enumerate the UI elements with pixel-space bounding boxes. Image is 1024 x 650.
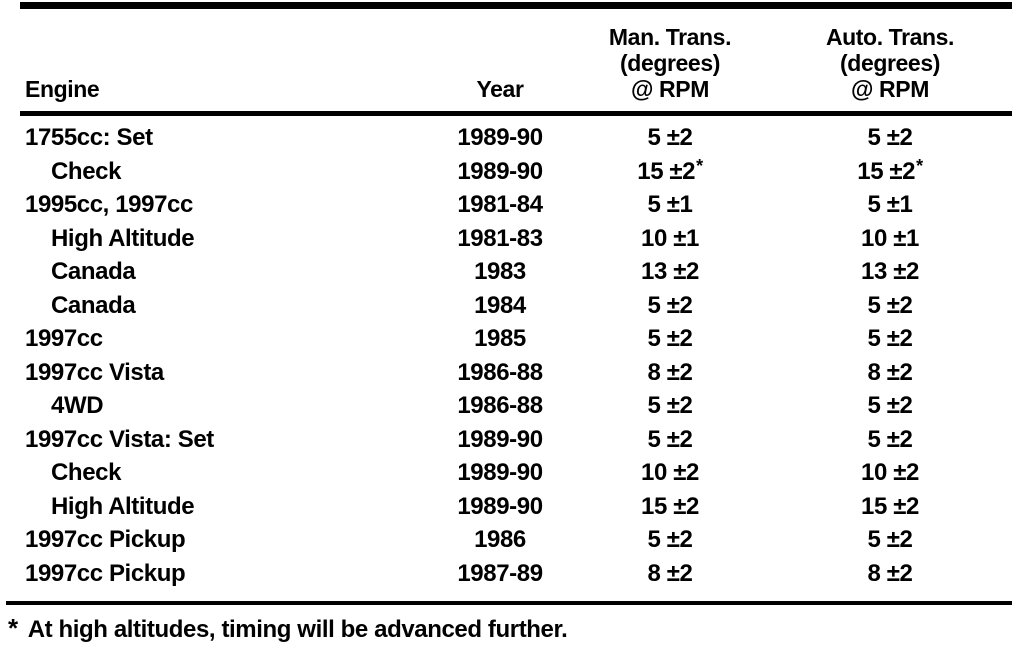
auto-trans-cell: 5 ±2: [867, 526, 913, 553]
year-cell: 1989-90: [457, 492, 543, 520]
col-header-auto-trans-line3: @ RPM: [851, 76, 929, 102]
footnote-asterisk: *: [8, 613, 18, 643]
man-trans-cell: 10 ±2: [641, 459, 699, 486]
footnote: * At high altitudes, timing will be advan…: [8, 612, 1008, 646]
engine-cell: 1997cc Pickup: [25, 526, 186, 553]
auto-trans-cell: 5 ±2: [867, 392, 913, 419]
man-trans-cell: 5 ±2: [647, 291, 693, 319]
man-trans-cell: 8 ±2: [647, 559, 693, 587]
table-row: 1997cc Vista: Set 1989-90 5 ±2 5 ±2: [20, 423, 1010, 457]
engine-cell: Canada: [51, 258, 136, 285]
man-trans-cell: 13 ±2: [641, 258, 699, 285]
auto-trans-cell: 5 ±2: [867, 291, 913, 319]
col-header-engine: Engine: [25, 76, 100, 102]
table-row: Check 1989-90 10 ±2 10 ±2: [20, 456, 1010, 490]
man-trans-cell: 15 ±2*: [637, 156, 703, 185]
footnote-text: At high altitudes, timing will be advanc…: [27, 616, 568, 643]
man-trans-cell: 5 ±2: [647, 392, 693, 419]
auto-trans-cell: 10 ±2: [861, 459, 919, 486]
auto-trans-cell: 15 ±2*: [857, 156, 923, 185]
engine-cell: High Altitude: [51, 492, 195, 520]
footnote-reference-asterisk: *: [696, 156, 703, 177]
year-cell: 1986-88: [457, 358, 543, 386]
auto-trans-cell: 13 ±2: [861, 258, 919, 285]
table-row: 1997cc Pickup 1986 5 ±2 5 ±2: [20, 523, 1010, 557]
col-header-man-trans-line3: @ RPM: [631, 76, 709, 102]
table-body: 1755cc: Set 1989-90 5 ±2 5 ±2 Check 1989…: [20, 121, 1010, 590]
footnote-reference-asterisk: *: [916, 156, 923, 177]
year-cell: 1989-90: [457, 157, 543, 185]
table-row: 1997cc Vista 1986-88 8 ±2 8 ±2: [20, 356, 1010, 390]
man-trans-cell: 5 ±2: [647, 526, 693, 553]
table-row: 1755cc: Set 1989-90 5 ±2 5 ±2: [20, 121, 1010, 155]
engine-cell: Check: [51, 157, 122, 185]
year-cell: 1981-84: [457, 191, 543, 218]
auto-trans-cell: 5 ±2: [867, 425, 913, 453]
man-trans-cell: 8 ±2: [647, 358, 693, 386]
engine-cell: 1997cc: [25, 325, 103, 352]
auto-trans-cell: 5 ±2: [867, 124, 913, 151]
year-cell: 1986: [474, 526, 526, 553]
col-header-auto-trans: Auto. Trans. (degrees) @ RPM: [770, 24, 1010, 106]
table-row: 4WD 1986-88 5 ±2 5 ±2: [20, 389, 1010, 423]
table-row: High Altitude 1981-83 10 ±1 10 ±1: [20, 222, 1010, 256]
col-header-auto-trans-line1: Auto. Trans.: [825, 24, 955, 50]
auto-trans-cell: 5 ±2: [867, 325, 913, 352]
engine-cell: 1997cc Pickup: [25, 559, 186, 587]
table-row: Canada 1984 5 ±2 5 ±2: [20, 289, 1010, 323]
table-header-row: Engine Year Man. Trans. (degrees) @ RPM …: [20, 16, 1010, 106]
top-rule: [20, 2, 1012, 9]
year-cell: 1985: [474, 325, 526, 352]
table-row: High Altitude 1989-90 15 ±2 15 ±2: [20, 490, 1010, 524]
table-row: Check 1989-90 15 ±2* 15 ±2*: [20, 155, 1010, 189]
col-header-man-trans-line2: (degrees): [620, 50, 720, 76]
col-header-man-trans-line1: Man. Trans.: [608, 24, 732, 50]
engine-cell: Check: [51, 459, 122, 486]
man-trans-cell: 10 ±1: [641, 224, 699, 252]
engine-cell: 4WD: [51, 392, 104, 419]
engine-cell: 1997cc Vista: [25, 358, 164, 386]
year-cell: 1984: [474, 291, 526, 319]
year-cell: 1987-89: [457, 559, 543, 587]
engine-cell: High Altitude: [51, 224, 195, 252]
auto-trans-cell: 8 ±2: [867, 358, 913, 386]
col-header-man-trans: Man. Trans. (degrees) @ RPM: [570, 24, 770, 106]
engine-cell: 1755cc: Set: [25, 124, 153, 151]
auto-trans-cell: 5 ±1: [867, 191, 913, 218]
man-trans-cell: 5 ±2: [647, 425, 693, 453]
year-cell: 1989-90: [457, 459, 543, 486]
auto-trans-cell: 15 ±2: [861, 492, 919, 520]
man-trans-cell: 5 ±1: [647, 191, 693, 218]
bottom-rule: [6, 601, 1012, 605]
year-cell: 1981-83: [457, 224, 543, 252]
year-cell: 1989-90: [457, 425, 543, 453]
year-cell: 1989-90: [457, 124, 543, 151]
year-cell: 1983: [474, 258, 526, 285]
engine-cell: 1995cc, 1997cc: [25, 191, 193, 218]
table-row: 1995cc, 1997cc 1981-84 5 ±1 5 ±1: [20, 188, 1010, 222]
man-trans-cell: 15 ±2: [641, 492, 699, 520]
header-rule: [20, 111, 1012, 116]
engine-cell: Canada: [51, 291, 136, 319]
man-trans-cell: 5 ±2: [647, 325, 693, 352]
engine-cell: 1997cc Vista: Set: [25, 425, 214, 453]
table-row: 1997cc Pickup 1987-89 8 ±2 8 ±2: [20, 557, 1010, 591]
col-header-auto-trans-line2: (degrees): [840, 50, 940, 76]
man-trans-cell: 5 ±2: [647, 124, 693, 151]
auto-trans-cell: 8 ±2: [867, 559, 913, 587]
table-row: 1997cc 1985 5 ±2 5 ±2: [20, 322, 1010, 356]
table-row: Canada 1983 13 ±2 13 ±2: [20, 255, 1010, 289]
col-header-year: Year: [476, 76, 524, 102]
auto-trans-cell: 10 ±1: [861, 224, 919, 252]
year-cell: 1986-88: [457, 392, 543, 419]
